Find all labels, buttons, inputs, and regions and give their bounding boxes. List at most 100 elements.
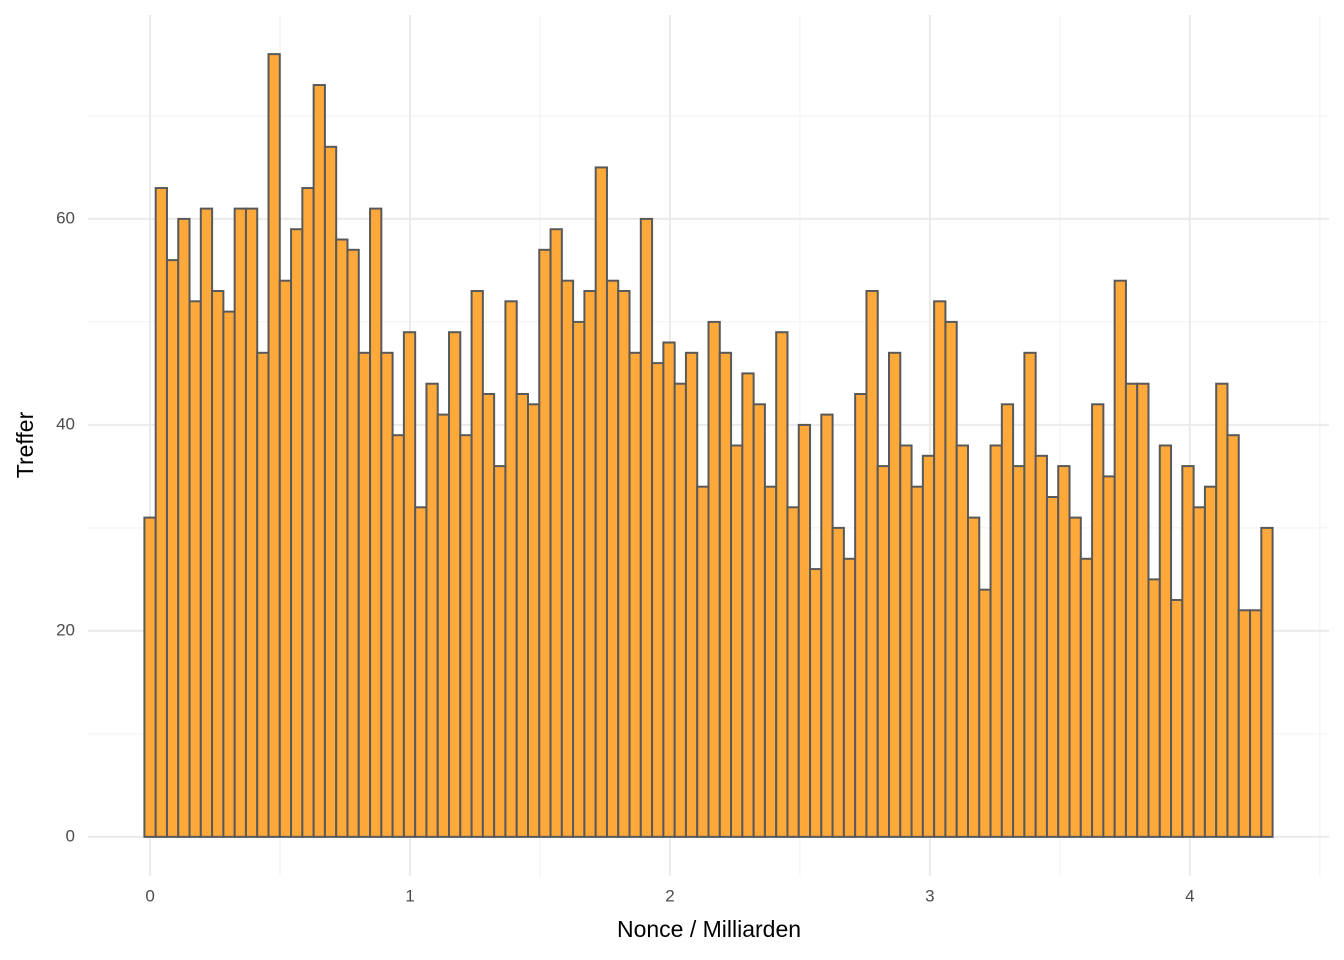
bar: [1192, 506, 1206, 838]
bar: [594, 166, 608, 838]
x-tick-label: 2: [665, 886, 674, 905]
bar: [1237, 609, 1252, 838]
x-tick-label: 1: [405, 886, 414, 905]
bar: [741, 372, 755, 838]
bar: [1068, 516, 1082, 838]
bar: [899, 444, 913, 838]
bar: [1091, 403, 1105, 838]
bar: [684, 351, 699, 838]
bar: [357, 351, 372, 838]
y-tick-label: 60: [56, 208, 75, 227]
bar: [165, 259, 180, 838]
y-tick-label: 40: [56, 414, 75, 433]
bar: [1023, 351, 1037, 838]
bar: [966, 516, 981, 838]
bar: [730, 444, 744, 838]
bar: [707, 320, 721, 838]
bar: [538, 248, 552, 838]
bar: [583, 290, 597, 838]
bar: [831, 526, 845, 838]
bar: [662, 341, 676, 838]
bar: [1000, 403, 1015, 838]
bar: [154, 187, 168, 838]
bar: [809, 568, 823, 838]
bar: [402, 331, 417, 838]
bar: [470, 290, 484, 838]
bar: [414, 506, 428, 838]
bar: [1203, 485, 1218, 838]
bar: [1136, 382, 1150, 838]
bar: [1181, 465, 1195, 838]
bar: [312, 84, 326, 838]
bar: [1260, 526, 1274, 838]
y-tick-label: 20: [56, 620, 75, 639]
bar: [1215, 382, 1229, 838]
bar: [1102, 475, 1116, 838]
bar: [888, 351, 902, 838]
bar: [244, 207, 259, 838]
bar: [854, 393, 868, 838]
bar: [1249, 609, 1263, 838]
bar: [1147, 578, 1161, 838]
bar: [933, 300, 947, 838]
bar: [267, 53, 281, 838]
bar: [335, 238, 349, 838]
bar: [865, 290, 879, 838]
bar: [786, 506, 800, 838]
bar: [222, 310, 236, 838]
x-tick-label: 4: [1185, 886, 1194, 905]
bar: [436, 413, 451, 838]
bar: [549, 228, 563, 838]
bar: [752, 403, 766, 838]
bars: [143, 53, 1274, 838]
y-tick-label: 0: [66, 826, 75, 845]
bar: [256, 351, 270, 838]
bar: [651, 362, 665, 838]
bar: [177, 217, 191, 838]
bar: [1057, 465, 1071, 838]
bar: [673, 382, 687, 838]
bar: [188, 300, 202, 838]
bar: [955, 444, 969, 838]
bar: [572, 320, 586, 838]
bar: [211, 290, 225, 838]
bar: [493, 465, 507, 838]
bar: [301, 187, 315, 838]
bar: [1170, 598, 1184, 838]
bar: [718, 351, 733, 838]
bar: [797, 423, 812, 838]
bar: [526, 403, 541, 838]
bar: [605, 279, 620, 838]
bar: [199, 207, 214, 838]
bar: [696, 485, 710, 838]
bar: [425, 382, 439, 838]
x-tick-label: 3: [925, 886, 934, 905]
bar: [1034, 454, 1048, 838]
bar: [1124, 382, 1139, 838]
bar: [481, 393, 496, 838]
x-axis-title: Nonce / Milliarden: [617, 916, 801, 942]
bar: [278, 279, 293, 838]
y-axis-title: Treffer: [12, 411, 38, 478]
bar: [775, 331, 789, 838]
bar: [1113, 279, 1127, 838]
x-tick-label: 0: [145, 886, 154, 905]
bar: [515, 393, 529, 838]
bar: [143, 516, 157, 838]
bar: [1079, 557, 1094, 838]
bar: [944, 320, 958, 838]
bar: [639, 217, 654, 838]
bar: [921, 454, 936, 838]
bar: [989, 444, 1003, 838]
bar: [459, 434, 473, 838]
bar: [842, 557, 857, 838]
bar: [1158, 444, 1173, 838]
bar: [1226, 434, 1240, 838]
bar: [628, 351, 642, 838]
bar: [323, 145, 338, 838]
bar: [391, 434, 405, 838]
bar: [448, 331, 462, 838]
